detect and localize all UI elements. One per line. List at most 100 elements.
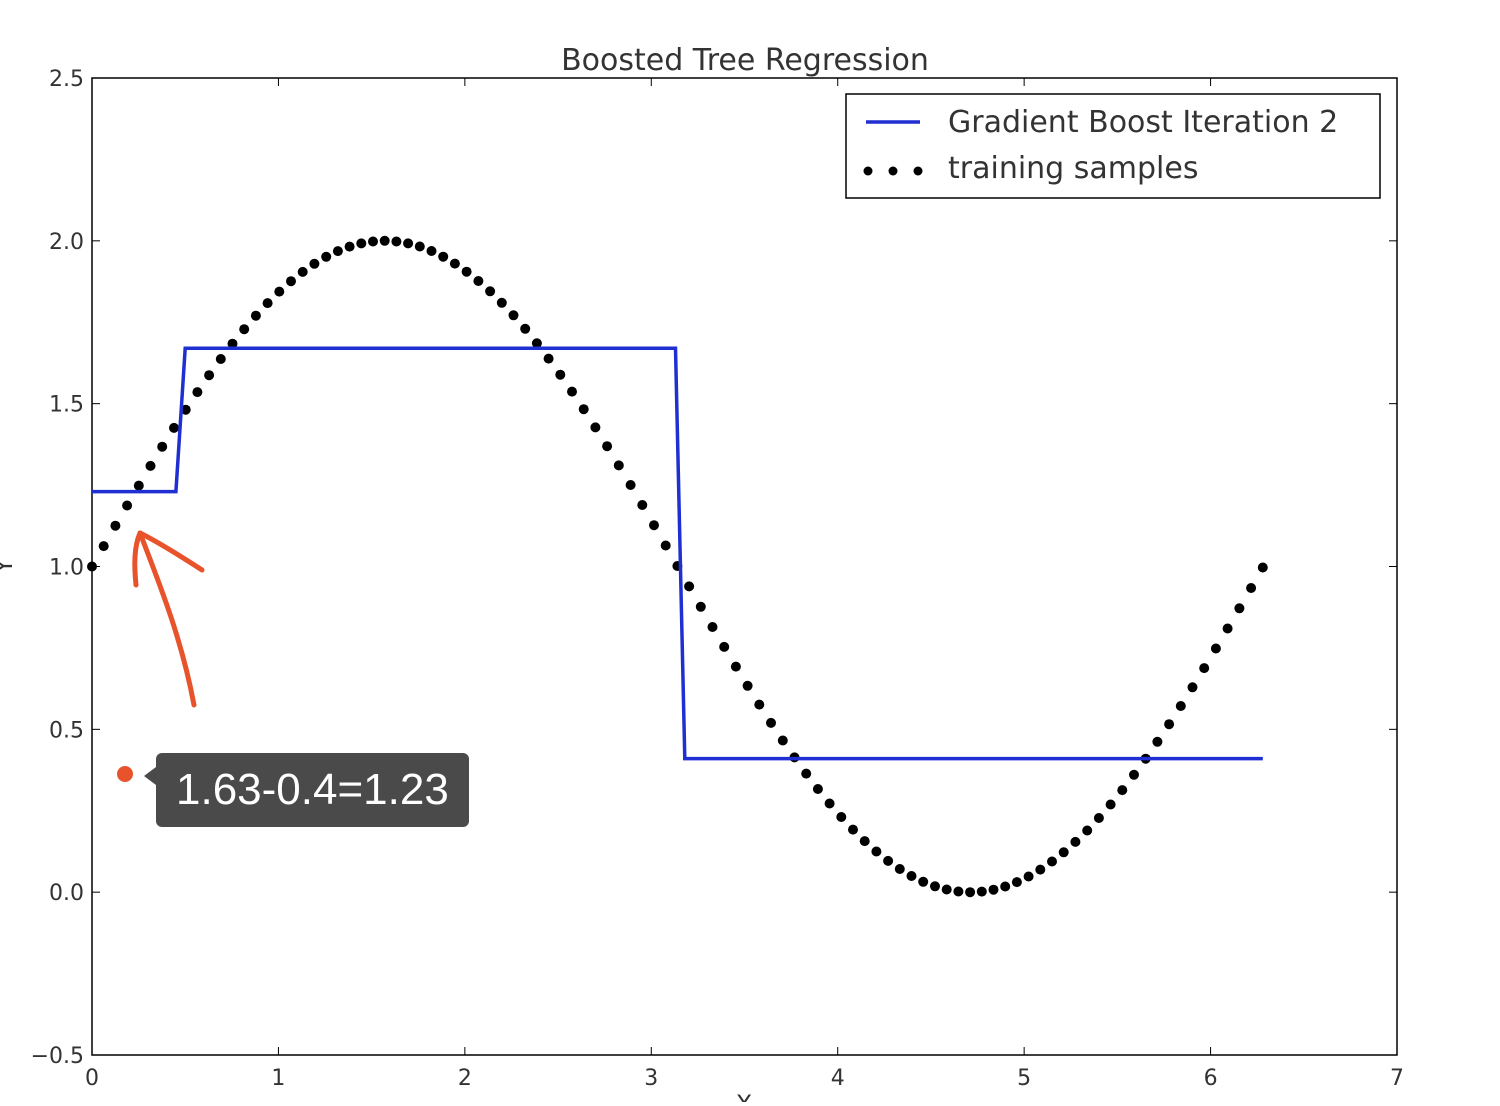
training-sample-point xyxy=(1082,825,1093,836)
training-sample-point xyxy=(555,369,566,380)
training-sample-point xyxy=(531,338,542,349)
training-sample-point xyxy=(1000,881,1011,892)
training-sample-point xyxy=(918,876,929,887)
training-sample-point xyxy=(695,601,706,612)
training-sample-point xyxy=(379,235,390,246)
training-sample-point xyxy=(567,386,577,397)
training-sample-point xyxy=(1117,785,1128,796)
training-sample-point xyxy=(1058,847,1069,858)
training-sample-point xyxy=(637,500,648,510)
training-sample-point xyxy=(1105,799,1116,810)
x-tick-label: 4 xyxy=(831,1066,845,1091)
training-sample-point xyxy=(777,735,788,746)
training-sample-point xyxy=(145,460,156,471)
training-sample-point xyxy=(403,238,414,249)
training-sample-point xyxy=(1210,643,1221,654)
legend-box xyxy=(845,93,1381,199)
training-sample-point xyxy=(520,323,531,334)
training-sample-point xyxy=(906,871,917,881)
training-sample-point xyxy=(730,661,741,672)
training-sample-point xyxy=(543,353,554,364)
training-sample-point xyxy=(988,884,999,895)
training-sample-point xyxy=(1035,864,1046,875)
x-tick-label: 3 xyxy=(644,1066,658,1091)
training-sample-point xyxy=(1234,603,1245,614)
legend: Gradient Boost Iteration 2 training samp… xyxy=(845,93,1381,199)
training-sample-point xyxy=(110,520,121,531)
training-sample-point xyxy=(250,310,261,321)
legend-label-training-samples: training samples xyxy=(948,151,1198,186)
training-sample-point xyxy=(438,251,449,262)
training-sample-point xyxy=(344,241,355,252)
training-sample-point xyxy=(1152,736,1163,747)
training-sample-point xyxy=(1129,769,1139,780)
training-sample-point xyxy=(87,561,97,572)
training-sample-point xyxy=(965,887,976,898)
training-sample-point xyxy=(274,286,285,297)
tick-layer: 0 1 2 3 4 5 6 7 −0.5 0.0 0.5 1.0 1.5 2.0 2.5 xyxy=(31,67,1404,1091)
training-sample-point xyxy=(122,500,133,511)
annotation-tooltip: 1.63-0.4=1.23 xyxy=(144,753,469,827)
training-sample-point xyxy=(1257,562,1268,573)
training-sample-point xyxy=(180,404,191,415)
x-tick-label: 6 xyxy=(1204,1066,1218,1091)
training-sample-point xyxy=(941,884,952,895)
training-sample-point xyxy=(953,886,964,897)
training-sample-point xyxy=(894,864,905,874)
training-sample-point xyxy=(1199,663,1210,674)
training-sample-point xyxy=(684,581,695,592)
x-axis-label: X xyxy=(736,1090,752,1102)
training-sample-point xyxy=(286,276,296,287)
training-sample-point xyxy=(461,266,472,277)
x-tick-label: 2 xyxy=(458,1066,472,1091)
training-sample-point xyxy=(321,251,332,262)
y-tick-label: 1.5 xyxy=(49,393,84,418)
training-sample-point xyxy=(449,258,460,269)
training-sample-point xyxy=(1093,813,1104,823)
x-tick-label: 7 xyxy=(1390,1066,1404,1091)
training-sample-point xyxy=(262,298,273,309)
training-sample-point xyxy=(859,836,870,847)
training-sample-point xyxy=(169,422,179,433)
training-sample-point xyxy=(1222,623,1233,634)
training-samples-series xyxy=(87,235,1268,898)
training-sample-point xyxy=(930,881,940,892)
training-sample-point xyxy=(602,441,613,452)
training-sample-point xyxy=(613,460,624,471)
training-sample-point xyxy=(1246,583,1257,593)
y-axis-label: Y xyxy=(0,558,18,574)
chart-title: Boosted Tree Regression xyxy=(561,43,929,78)
training-sample-point xyxy=(356,238,367,249)
training-sample-point xyxy=(836,812,847,822)
legend-dot-swatch xyxy=(913,166,923,176)
training-sample-point xyxy=(204,370,215,381)
training-sample-point xyxy=(578,404,589,415)
y-tick-label: 0.5 xyxy=(49,718,84,743)
x-tick-label: 1 xyxy=(271,1066,285,1091)
x-tick-label: 0 xyxy=(85,1066,99,1091)
training-sample-point xyxy=(473,276,484,286)
training-sample-point xyxy=(660,540,671,551)
training-sample-point xyxy=(976,886,987,897)
y-tick-label: 0.0 xyxy=(49,881,84,906)
training-sample-point xyxy=(157,441,168,452)
tooltip-pointer xyxy=(144,767,156,785)
training-sample-point xyxy=(719,641,730,652)
training-sample-point xyxy=(742,680,753,691)
training-sample-point xyxy=(332,246,343,257)
training-sample-point xyxy=(133,480,144,491)
training-sample-point xyxy=(297,266,308,277)
y-tick-label: 2.0 xyxy=(49,230,84,255)
training-sample-point xyxy=(215,354,226,364)
training-sample-point xyxy=(590,422,601,433)
training-sample-point xyxy=(485,286,496,297)
training-sample-point xyxy=(414,241,425,252)
y-tick-label: 1.0 xyxy=(49,556,84,581)
training-sample-point xyxy=(766,717,776,728)
training-sample-point xyxy=(192,387,203,398)
training-sample-point xyxy=(801,768,812,779)
training-sample-point xyxy=(754,699,765,710)
legend-label-gradient-boost: Gradient Boost Iteration 2 xyxy=(948,105,1338,140)
